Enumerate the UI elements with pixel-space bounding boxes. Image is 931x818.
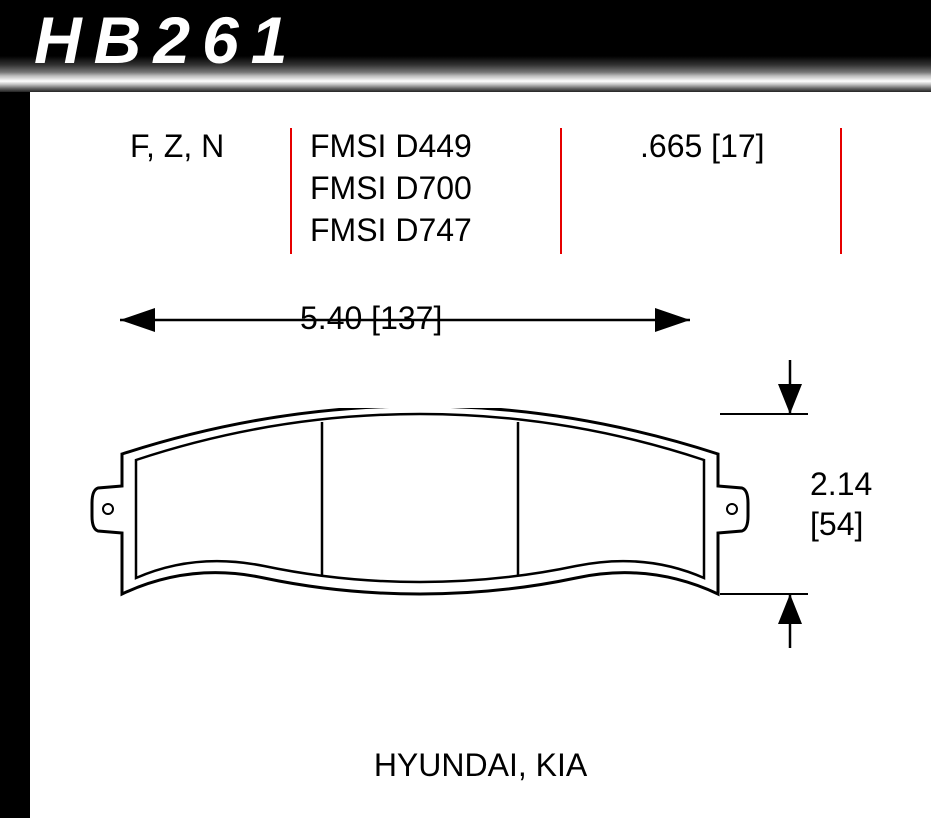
height-mm: 54 <box>819 506 855 542</box>
height-dimension <box>0 0 931 818</box>
height-mm-label: [54] <box>810 506 863 543</box>
height-in-label: 2.14 <box>810 466 872 503</box>
vehicle-label: HYUNDAI, KIA <box>30 747 931 784</box>
